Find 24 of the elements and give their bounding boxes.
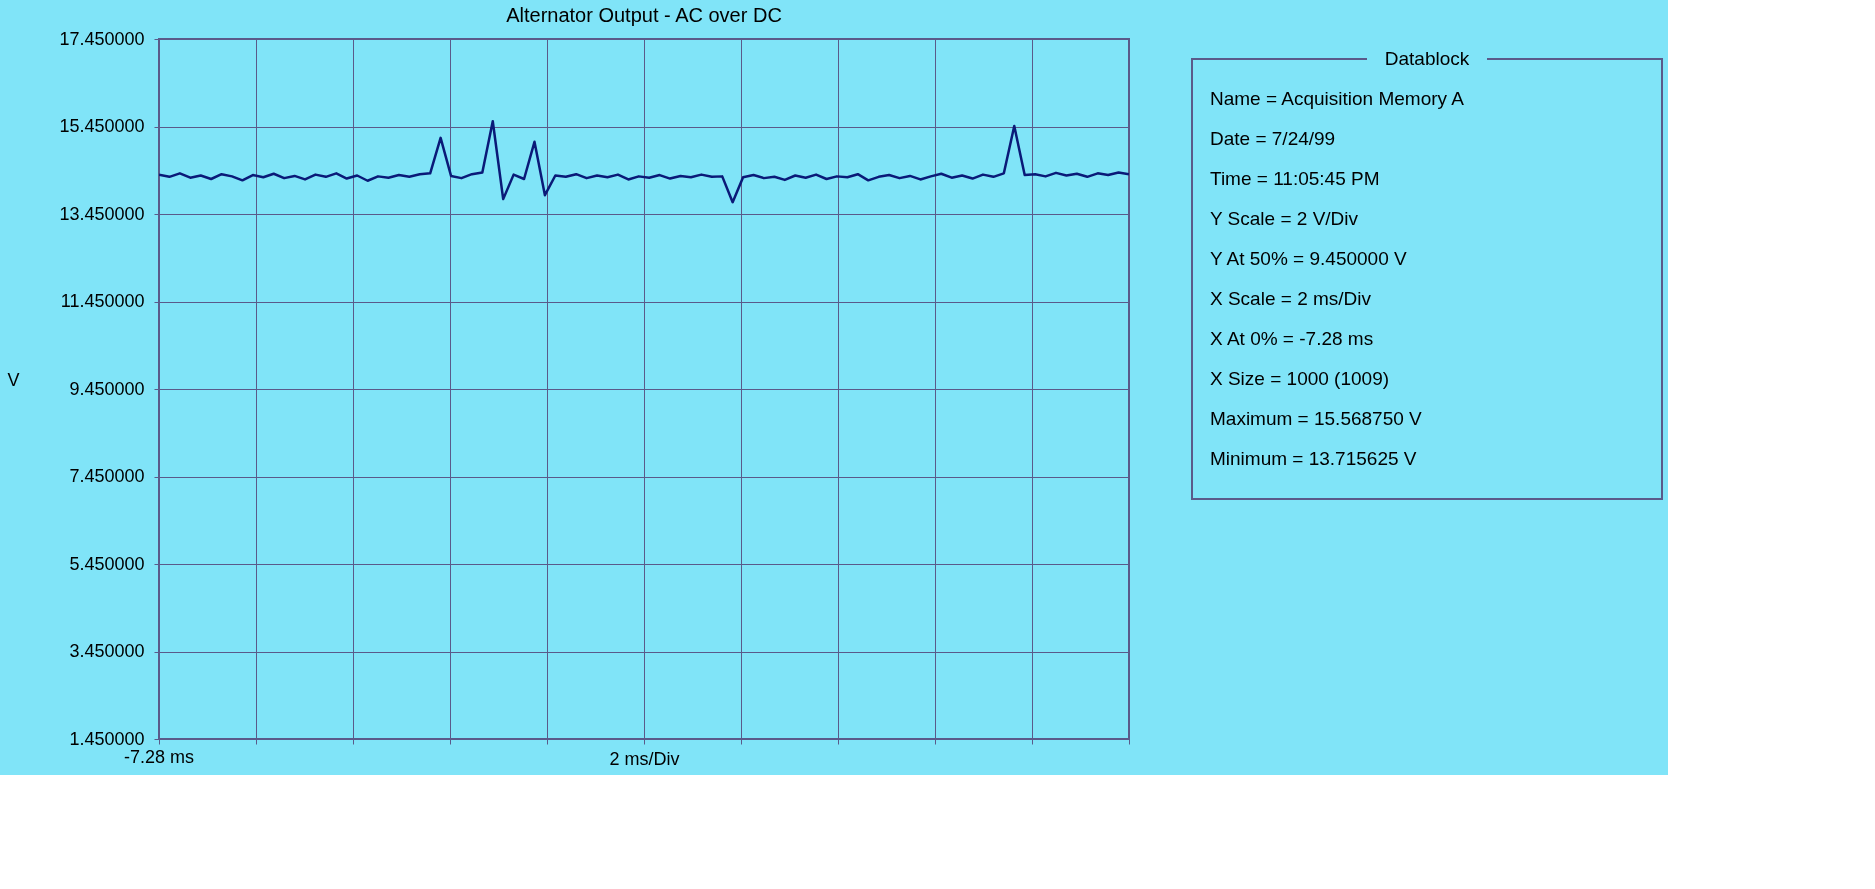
x-axis-title: 2 ms/Div: [609, 749, 680, 769]
text: Minimum = 13.715625 V: [1210, 448, 1417, 469]
text: Y Scale = 2 V/Div: [1210, 208, 1359, 229]
text: Date = 7/24/99: [1210, 128, 1336, 149]
y-tick-label: 11.450000: [60, 291, 145, 311]
text: Y At 50% = 9.450000 V: [1210, 248, 1407, 269]
chart-title: Alternator Output - AC over DC: [506, 4, 782, 26]
text: Maximum = 15.568750 V: [1210, 408, 1423, 429]
text: X At 0% = -7.28 ms: [1210, 328, 1374, 349]
text: X Scale = 2 ms/Div: [1210, 288, 1372, 309]
y-tick-label: 17.450000: [59, 28, 145, 49]
y-tick-label: 3.450000: [69, 641, 145, 661]
y-tick-label: 15.450000: [59, 116, 145, 136]
text: Datablock: [1384, 48, 1470, 69]
y-tick-label: 1.450000: [69, 728, 145, 749]
y-tick-label: 9.450000: [69, 378, 145, 399]
text: Name = Acquisition Memory A: [1210, 88, 1465, 109]
y-tick-label: 13.450000: [59, 203, 145, 224]
text: X Size = 1000 (1009): [1210, 368, 1390, 389]
text: -7.28 ms: [123, 747, 195, 767]
y-tick-label: 5.450000: [69, 553, 145, 574]
y-tick-label: 7.450000: [69, 466, 145, 486]
text: Time = 11:05:45 PM: [1210, 168, 1380, 189]
y-axis-title: V: [7, 369, 20, 390]
